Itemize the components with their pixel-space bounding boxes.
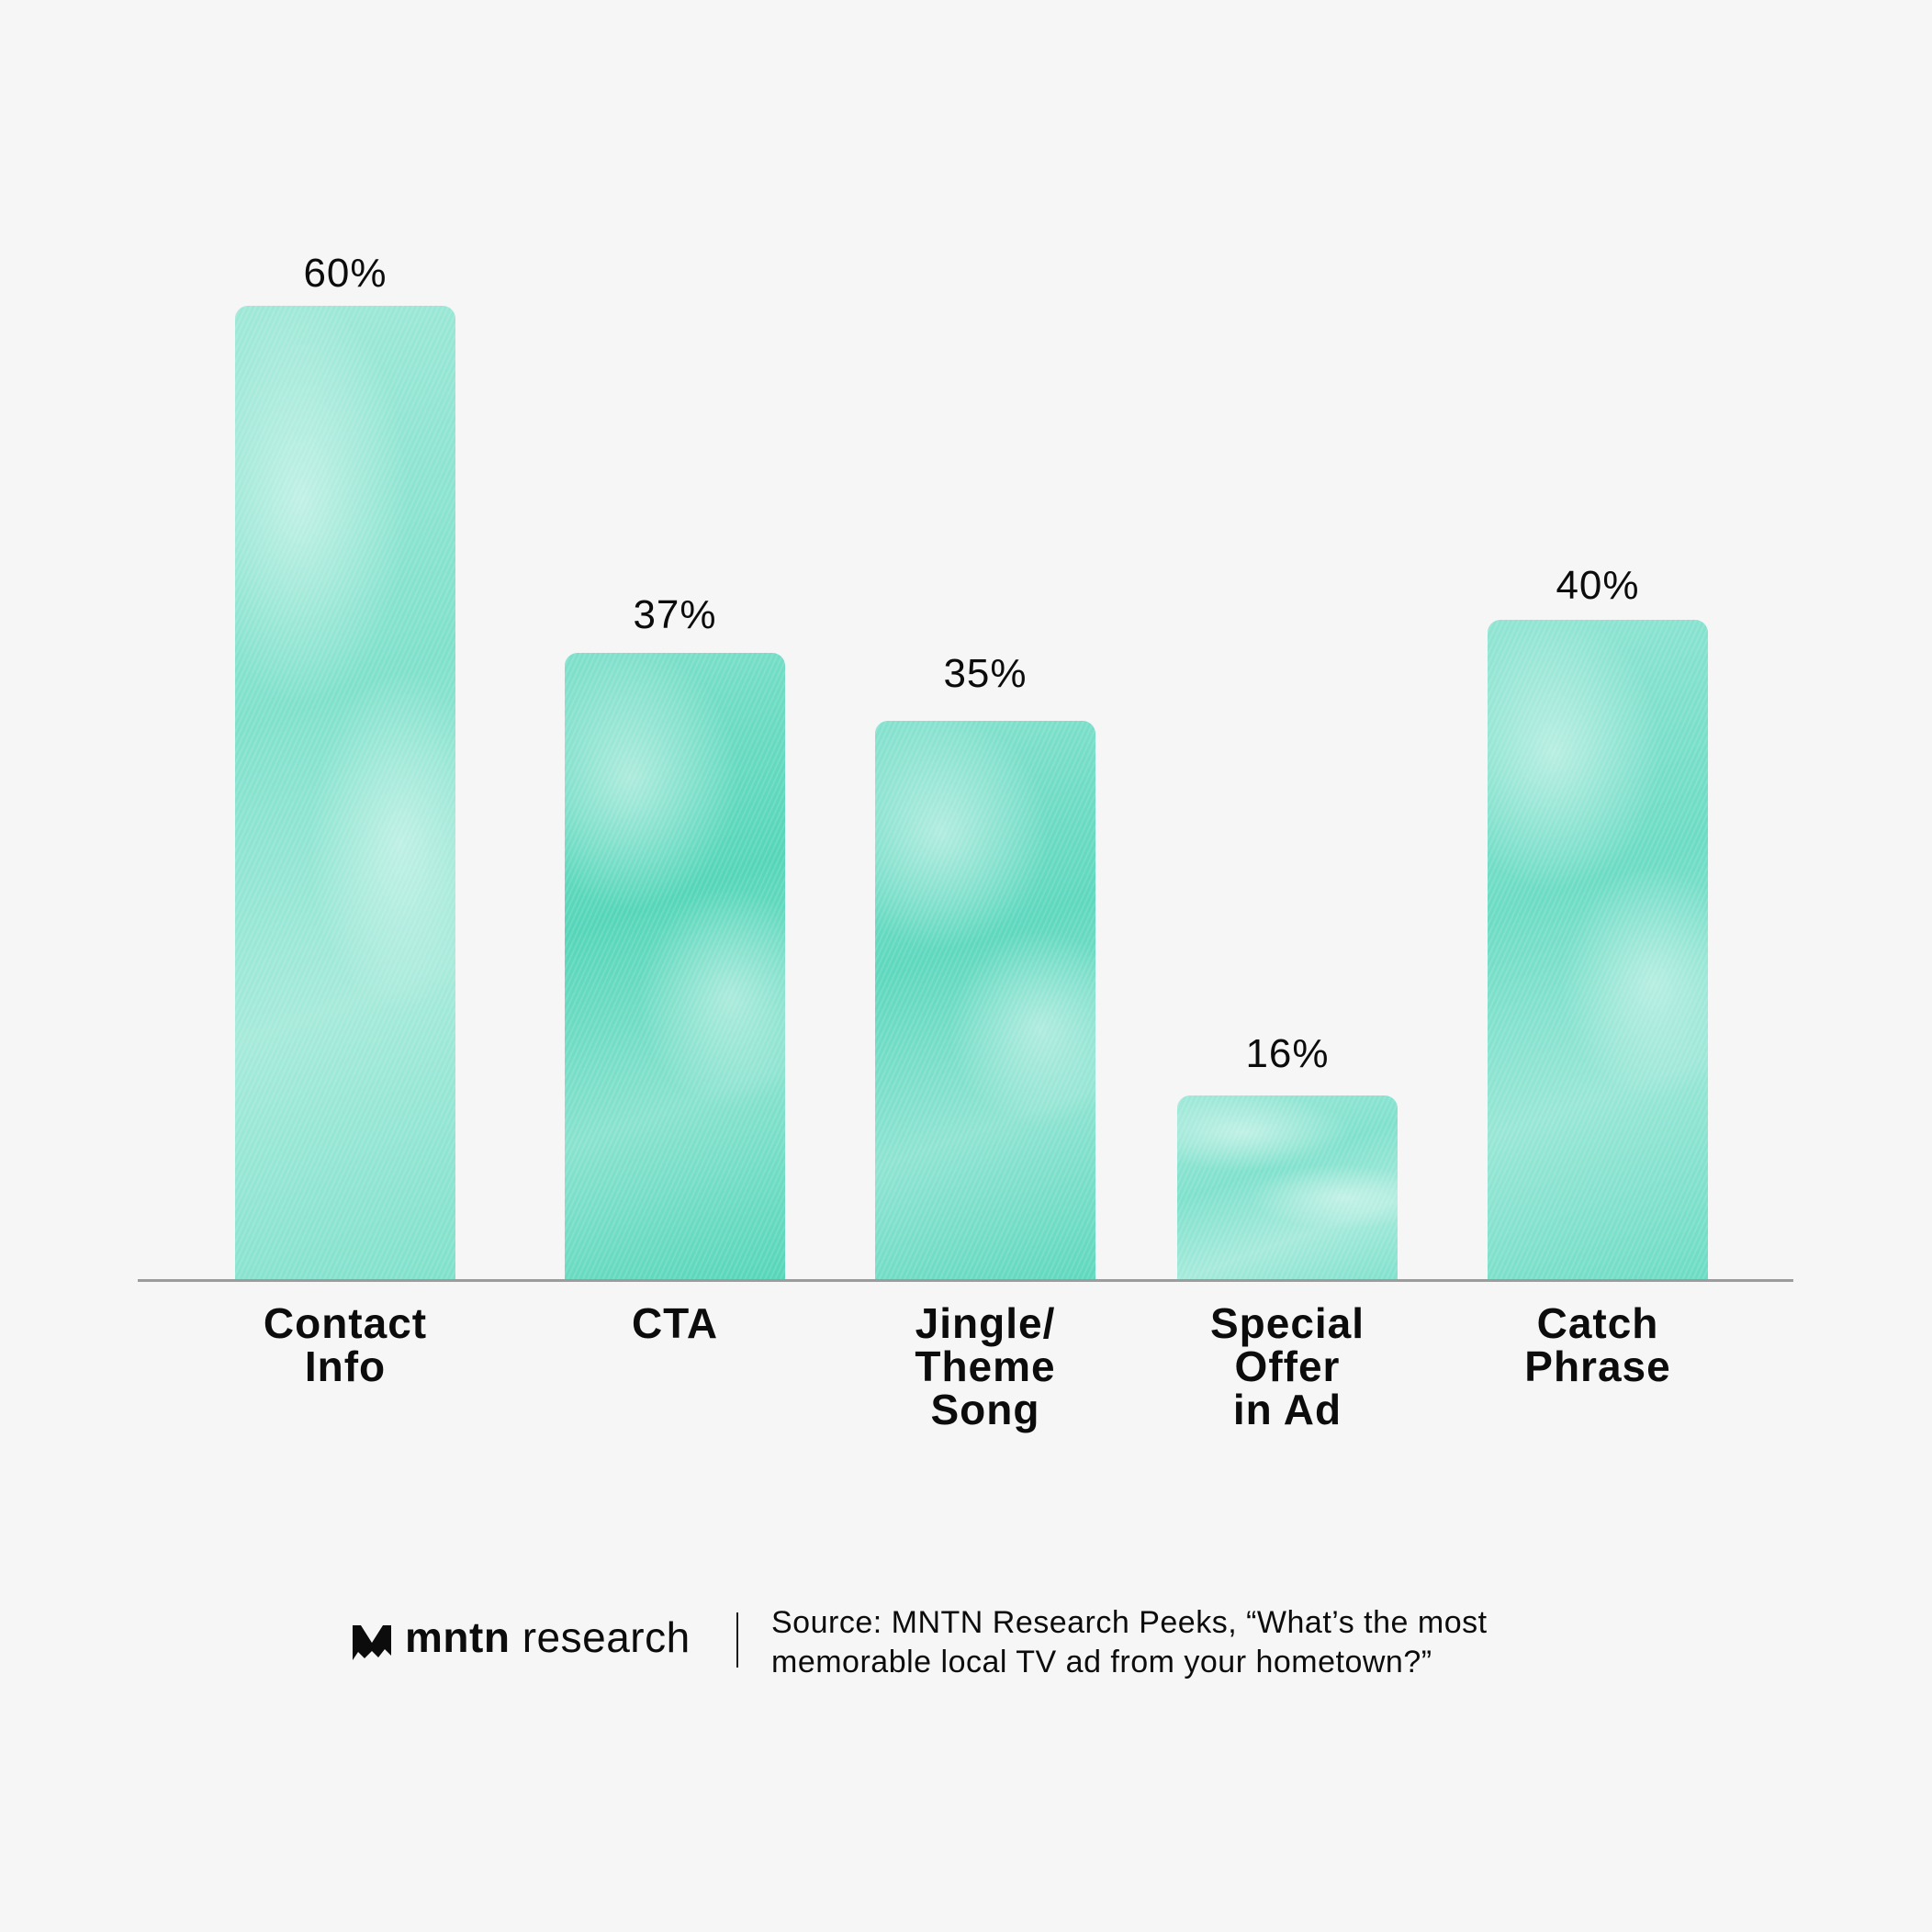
category-label-special-offer: Special Offer in Ad [1209, 1299, 1365, 1433]
bar-catch-phrase [1488, 620, 1708, 1280]
category-label-jingle: Jingle/ Theme Song [915, 1299, 1056, 1433]
mntn-logo-icon [353, 1625, 391, 1660]
category-label-cta: CTA [631, 1299, 719, 1347]
category-label-catch-phrase: Catch Phrase [1524, 1299, 1671, 1390]
value-label-special-offer: 16% [1245, 1031, 1330, 1076]
source-note: Source: MNTN Research Peeks, “What’s the… [771, 1603, 1690, 1682]
value-label-contact-info: 60% [303, 251, 388, 296]
bar-chart: 60% 37% 35% 16% 40% Contact Info CTA Jin… [138, 251, 1793, 1433]
brand-wordmark: mntn research [405, 1614, 691, 1660]
value-label-jingle: 35% [943, 651, 1028, 696]
footer-divider [736, 1612, 738, 1668]
x-axis-baseline [138, 1279, 1793, 1282]
bar-special-offer [1177, 1095, 1398, 1280]
category-label-contact-info: Contact Info [263, 1299, 428, 1390]
brand-name: mntn [405, 1613, 511, 1661]
brand-suffix: research [522, 1613, 691, 1661]
source-line-1: Source: MNTN Research Peeks, “What’s the… [771, 1605, 1488, 1640]
source-line-2: memorable local TV ad from your hometown… [771, 1645, 1432, 1679]
value-label-cta: 37% [633, 592, 717, 637]
bar-jingle-theme-song [875, 721, 1095, 1280]
value-label-catch-phrase: 40% [1556, 563, 1640, 608]
bar-contact-info [235, 306, 455, 1280]
bar-cta [565, 653, 785, 1280]
